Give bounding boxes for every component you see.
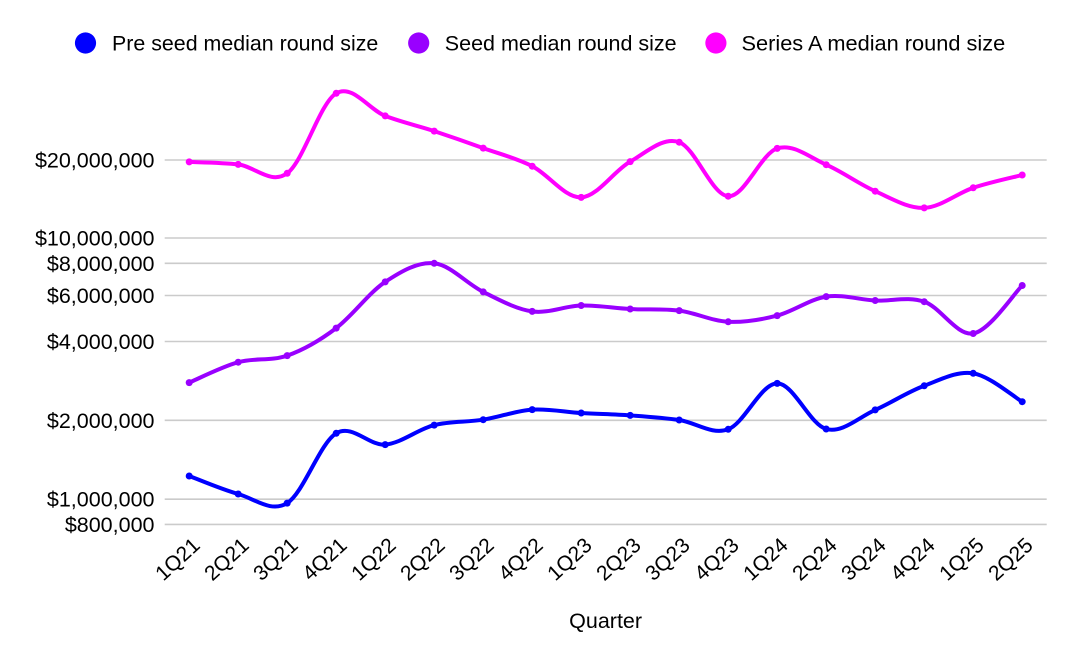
svg-text:$800,000: $800,000	[65, 513, 155, 537]
svg-text:Seed median round size: Seed median round size	[445, 32, 677, 56]
svg-text:$1,000,000: $1,000,000	[47, 488, 155, 512]
svg-text:$6,000,000: $6,000,000	[47, 284, 155, 308]
svg-text:Pre seed median round size: Pre seed median round size	[112, 32, 378, 56]
svg-text:$4,000,000: $4,000,000	[47, 330, 155, 354]
svg-text:$10,000,000: $10,000,000	[35, 227, 155, 251]
svg-text:$20,000,000: $20,000,000	[35, 149, 155, 173]
svg-text:$8,000,000: $8,000,000	[47, 252, 155, 276]
svg-text:Quarter: Quarter	[569, 609, 642, 633]
svg-text:$2,000,000: $2,000,000	[47, 409, 155, 433]
svg-text:Series A median round size: Series A median round size	[742, 32, 1006, 56]
